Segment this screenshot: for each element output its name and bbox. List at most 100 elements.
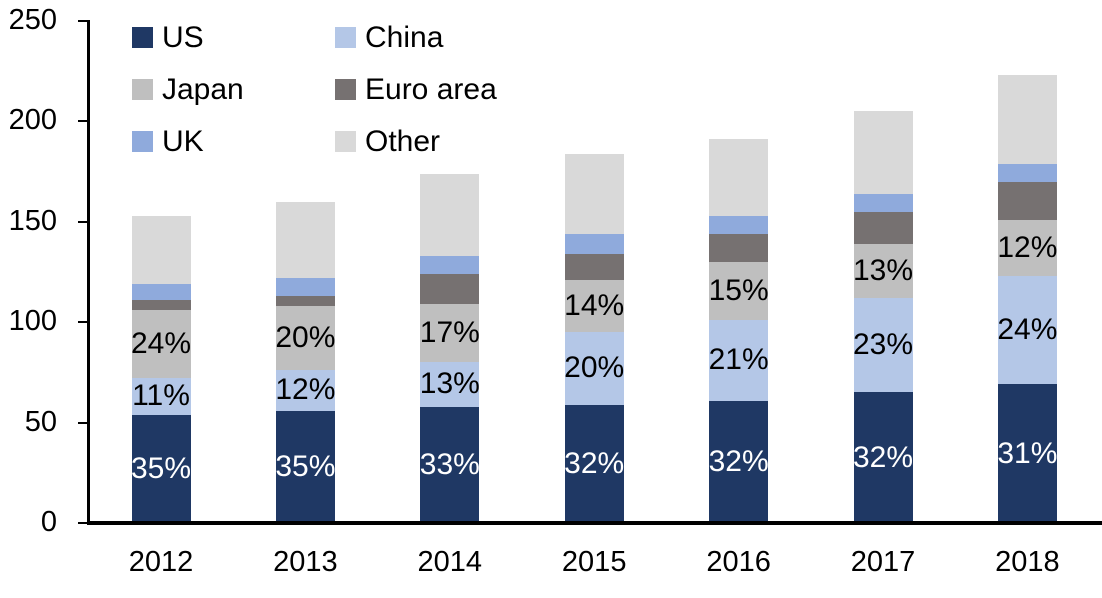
segment-label-us-2012: 35% xyxy=(130,451,192,485)
segment-label-japan-2016: 15% xyxy=(708,274,769,308)
x-axis-label-2013: 2013 xyxy=(273,546,338,578)
y-tick xyxy=(78,20,87,22)
y-tick-label: 250 xyxy=(8,3,57,36)
segment-label-china-2012: 11% xyxy=(132,379,190,413)
legend-item-us: US xyxy=(132,20,335,55)
bar-segment-japan-2013 xyxy=(275,306,335,371)
bar-segment-china-2013 xyxy=(275,370,335,411)
bar-segment-euro-area-2013 xyxy=(275,296,335,307)
segment-label-japan-2012: 24% xyxy=(130,327,192,361)
legend-item-uk: UK xyxy=(132,124,335,159)
bar-segment-uk-2012 xyxy=(131,284,191,301)
bar-segment-us-2017 xyxy=(853,392,913,523)
legend-swatch-icon xyxy=(132,131,153,152)
segment-label-china-2016: 21% xyxy=(708,343,769,377)
y-tick-label: 50 xyxy=(24,405,57,438)
bar-segment-other-2012 xyxy=(131,215,191,285)
bar-segment-china-2015 xyxy=(564,332,624,405)
bar-segment-uk-2014 xyxy=(420,255,480,274)
y-tick-label: 100 xyxy=(8,305,57,338)
bar-segment-euro-area-2012 xyxy=(131,300,191,311)
segment-label-japan-2013: 20% xyxy=(275,321,336,355)
segment-label-us-2014: 33% xyxy=(419,447,480,481)
segment-label-japan-2014: 17% xyxy=(419,316,480,350)
segment-label-japan-2015: 14% xyxy=(564,289,625,323)
legend-swatch-icon xyxy=(335,131,356,152)
bar-segment-uk-2013 xyxy=(275,278,335,297)
bar-segment-china-2014 xyxy=(420,362,480,407)
bar-segment-us-2013 xyxy=(275,410,335,523)
segment-label-japan-2017: 13% xyxy=(852,253,914,287)
y-tick-label: 0 xyxy=(40,505,57,538)
bar-segment-other-2016 xyxy=(709,139,769,216)
bar-segment-china-2017 xyxy=(853,298,913,393)
bar-segment-other-2018 xyxy=(997,75,1057,164)
bar-segment-japan-2018 xyxy=(997,219,1057,276)
bar-segment-japan-2016 xyxy=(709,261,769,321)
y-tick-label: 150 xyxy=(8,204,57,237)
legend-label: Other xyxy=(365,124,441,158)
bar-segment-euro-area-2018 xyxy=(997,181,1057,220)
segment-label-us-2016: 32% xyxy=(708,444,769,478)
legend-label: China xyxy=(365,20,444,54)
y-tick xyxy=(78,120,87,123)
y-tick xyxy=(78,321,87,324)
bar-segment-euro-area-2016 xyxy=(709,233,769,262)
bar-segment-japan-2014 xyxy=(420,304,480,363)
segment-label-china-2013: 12% xyxy=(275,373,336,407)
x-axis-label-2015: 2015 xyxy=(561,546,627,578)
legend-item-euro-area: Euro area xyxy=(335,72,497,107)
y-axis-line xyxy=(87,20,90,525)
legend-swatch-icon xyxy=(132,79,153,100)
legend-swatch-icon xyxy=(335,27,356,48)
bar-segment-us-2018 xyxy=(997,384,1057,523)
bar-segment-china-2018 xyxy=(997,276,1057,385)
segment-label-us-2015: 32% xyxy=(564,446,625,480)
bar-segment-china-2012 xyxy=(131,378,191,415)
bar-segment-euro-area-2014 xyxy=(420,274,480,305)
segment-label-china-2015: 20% xyxy=(564,351,625,385)
bar-segment-us-2012 xyxy=(131,414,191,523)
bar-segment-us-2015 xyxy=(564,404,624,523)
x-axis-label-2014: 2014 xyxy=(417,546,483,578)
bar-segment-other-2013 xyxy=(275,201,335,279)
bar-segment-china-2016 xyxy=(709,320,769,401)
bar-segment-other-2015 xyxy=(564,153,624,234)
legend-item-other: Other xyxy=(335,124,497,159)
segment-label-us-2018: 31% xyxy=(997,436,1058,470)
bar-segment-japan-2015 xyxy=(564,280,624,333)
legend-swatch-icon xyxy=(335,79,356,100)
y-tick xyxy=(78,522,87,524)
segment-label-china-2014: 13% xyxy=(419,367,480,401)
bar-segment-us-2014 xyxy=(420,406,480,523)
segment-label-us-2017: 32% xyxy=(852,440,914,474)
legend-swatch-icon xyxy=(132,27,153,48)
segment-label-japan-2018: 12% xyxy=(997,230,1058,264)
legend-label: UK xyxy=(162,124,204,158)
y-tick xyxy=(78,220,87,223)
segment-label-us-2013: 35% xyxy=(275,449,336,483)
x-axis-label-2016: 2016 xyxy=(706,546,771,578)
bar-segment-japan-2012 xyxy=(131,310,191,379)
bar-segment-uk-2015 xyxy=(564,233,624,254)
legend-item-china: China xyxy=(335,20,497,55)
bar-segment-uk-2018 xyxy=(997,163,1057,182)
x-axis-label-2018: 2018 xyxy=(995,546,1060,578)
legend-item-japan: Japan xyxy=(132,72,335,107)
x-axis-label-2017: 2017 xyxy=(850,546,916,578)
y-tick-label: 200 xyxy=(8,104,57,137)
x-axis-label-2012: 2012 xyxy=(128,546,194,578)
chart-legend: US China Japan Euro area UK Other xyxy=(132,20,497,159)
segment-label-china-2017: 23% xyxy=(852,328,914,362)
bar-segment-other-2017 xyxy=(853,111,913,194)
bar-segment-euro-area-2017 xyxy=(853,211,913,244)
bar-segment-uk-2016 xyxy=(709,215,769,234)
legend-label: US xyxy=(162,20,204,54)
legend-label: Euro area xyxy=(365,72,497,106)
legend-label: Japan xyxy=(162,72,244,106)
y-tick xyxy=(78,421,87,424)
bar-segment-uk-2017 xyxy=(853,193,913,212)
bar-segment-other-2014 xyxy=(420,173,480,256)
bar-segment-japan-2017 xyxy=(853,243,913,299)
